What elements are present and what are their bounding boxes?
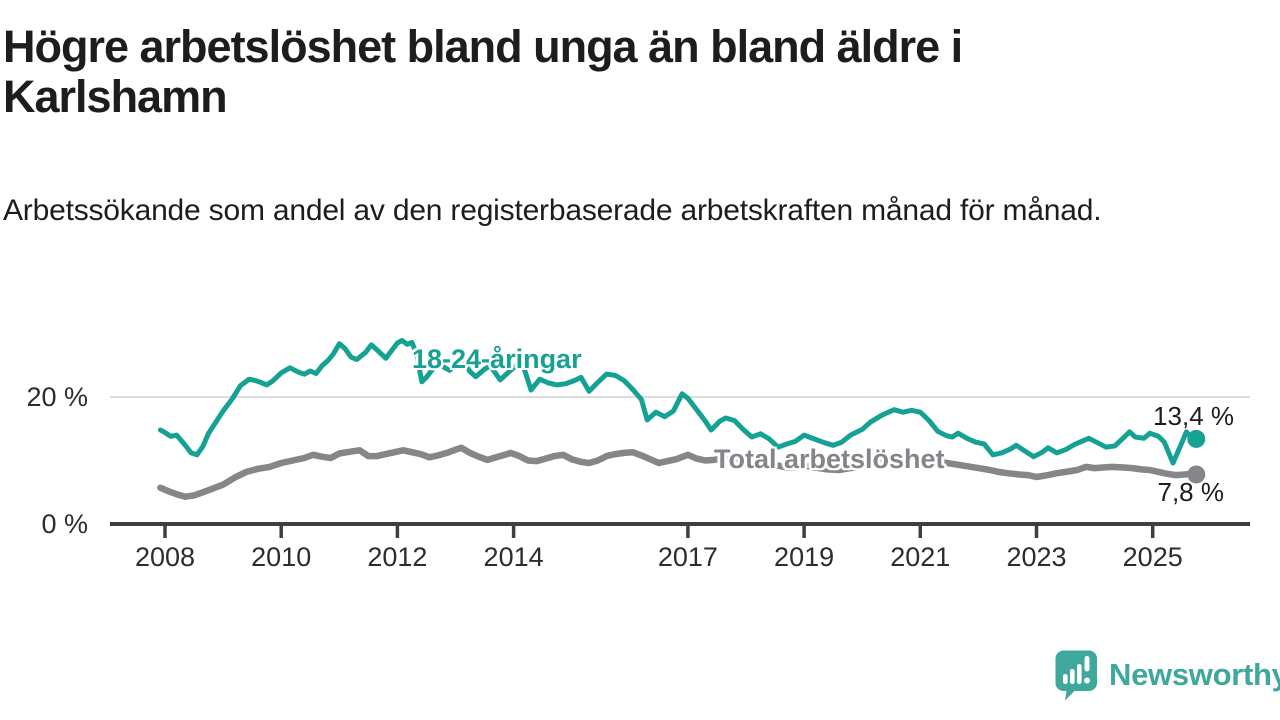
x-tick-label-2017: 2017 xyxy=(658,542,718,572)
end-dot-total xyxy=(1187,465,1206,484)
x-tick-label-2008: 2008 xyxy=(135,542,195,572)
end-value-label-total: 7,8 % xyxy=(1157,477,1225,507)
end-dot-young xyxy=(1187,429,1206,448)
line-series-young xyxy=(157,338,1199,466)
x-tick-label-2025: 2025 xyxy=(1123,542,1183,572)
x-tick-label-2021: 2021 xyxy=(890,542,950,572)
x-tick-label-2012: 2012 xyxy=(367,542,427,572)
newsworthy-logo[interactable]: Newsworthy xyxy=(1054,648,1280,702)
x-tick-label-2010: 2010 xyxy=(251,542,311,572)
series-label-total: Total arbetslöshet xyxy=(714,444,945,474)
x-tick-label-2019: 2019 xyxy=(774,542,834,572)
y-axis-label-0: 0 % xyxy=(41,509,88,539)
chart-subtitle: Arbetssökande som andel av den registerb… xyxy=(3,194,1102,227)
line-series-total xyxy=(157,444,1200,500)
x-tick-label-2023: 2023 xyxy=(1006,542,1066,572)
end-value-label-young: 13,4 % xyxy=(1153,401,1234,431)
series-label-young: 18-24-åringar xyxy=(412,344,582,374)
x-tick-label-2014: 2014 xyxy=(484,542,544,572)
page-title: Högre arbetslöshet bland unga än bland ä… xyxy=(3,21,963,122)
y-axis-label-20: 20 % xyxy=(26,382,88,412)
brand-name: Newsworthy xyxy=(1109,657,1280,692)
newsworthy-bubble-icon xyxy=(1055,650,1097,700)
